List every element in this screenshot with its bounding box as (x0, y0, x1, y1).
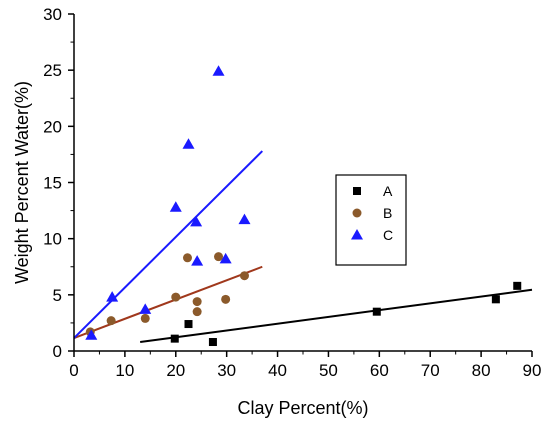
y-tick-label: 10 (43, 230, 62, 249)
data-point-c-1 (106, 291, 119, 302)
legend: ABC (335, 174, 407, 266)
data-point-c-3 (169, 201, 182, 212)
data-point-c-5 (190, 215, 203, 227)
data-point-b-3 (171, 292, 181, 302)
data-point-a-0 (170, 334, 179, 343)
x-tick-label: 80 (472, 361, 491, 380)
x-axis-title: Clay Percent(%) (237, 398, 368, 418)
legend-marker-c (351, 229, 363, 240)
x-tick-label: 40 (268, 361, 287, 380)
data-point-c-8 (219, 252, 232, 264)
data-point-c-6 (191, 255, 204, 266)
data-point-a-3 (372, 307, 381, 316)
data-point-b-5 (192, 297, 202, 307)
plot-area (73, 65, 533, 347)
data-point-c-9 (238, 213, 251, 225)
x-tick-label: 30 (217, 361, 236, 380)
y-axis-title: Weight Percent Water(%) (12, 81, 32, 284)
data-point-b-8 (221, 294, 231, 304)
fit-line-a (140, 288, 533, 344)
data-point-b-7 (214, 252, 224, 262)
fit-line-c (73, 150, 263, 339)
legend-marker-b (352, 208, 362, 218)
x-tick-label: 70 (421, 361, 440, 380)
x-tick-label: 0 (69, 361, 78, 380)
legend-label-b: B (383, 205, 392, 221)
x-tick-label: 50 (319, 361, 338, 380)
x-tick-label: 10 (115, 361, 134, 380)
data-point-c-2 (139, 303, 152, 314)
data-point-c-4 (182, 138, 195, 149)
legend-label-a: A (383, 183, 393, 199)
legend-box (335, 174, 407, 266)
y-tick-label: 30 (43, 5, 62, 24)
data-point-c-0 (85, 329, 98, 340)
legend-marker-a (353, 187, 361, 195)
data-point-b-4 (182, 253, 192, 263)
y-tick-label: 25 (43, 61, 62, 80)
data-point-a-2 (208, 338, 217, 347)
y-tick-label: 5 (53, 286, 62, 305)
x-tick-label: 90 (523, 361, 542, 380)
data-point-a-4 (491, 295, 500, 304)
data-point-b-2 (140, 313, 150, 323)
y-tick-label: 0 (53, 342, 62, 361)
data-point-c-7 (212, 65, 225, 76)
x-tick-label: 60 (370, 361, 389, 380)
data-point-b-1 (106, 316, 116, 326)
data-point-b-9 (239, 271, 249, 281)
y-tick-label: 20 (43, 117, 62, 136)
data-point-a-5 (513, 281, 522, 290)
data-point-b-6 (192, 307, 202, 317)
legend-label-c: C (383, 227, 393, 243)
x-tick-label: 20 (166, 361, 185, 380)
y-tick-label: 15 (43, 174, 62, 193)
axes: 0 10 20 30 40 50 60 70 80 90 0 5 10 15 20 25 30 (43, 5, 541, 380)
data-point-a-1 (184, 320, 193, 329)
fit-line-b (73, 265, 263, 340)
